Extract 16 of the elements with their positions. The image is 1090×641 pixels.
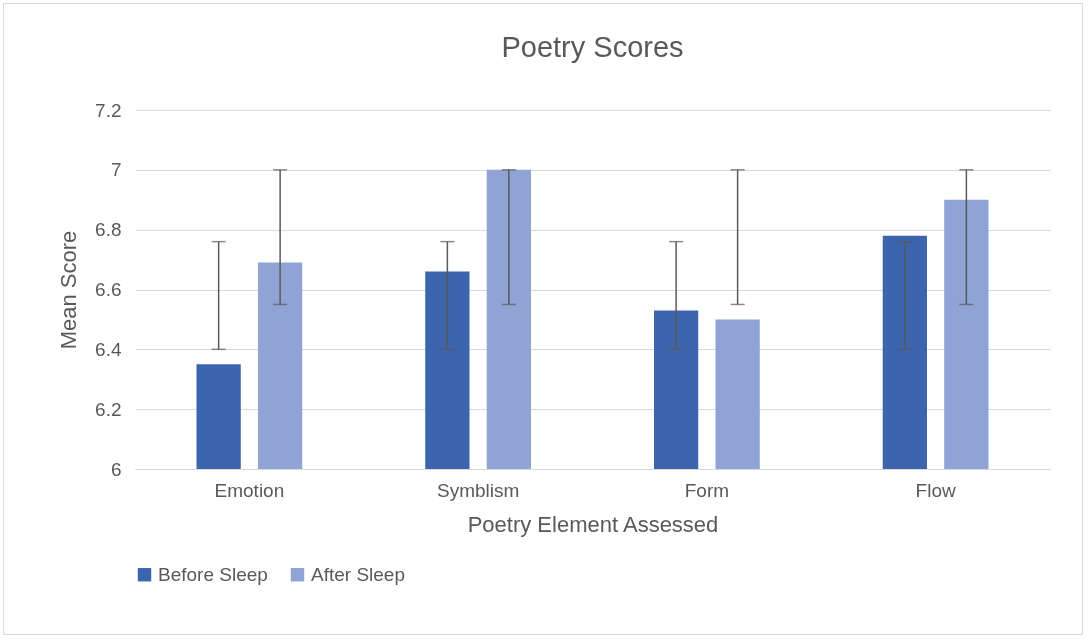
- legend-label: Before Sleep: [158, 563, 268, 585]
- y-tick-label: 6.4: [95, 338, 122, 360]
- chart-title: Poetry Scores: [501, 31, 684, 63]
- y-tick-label: 7.2: [95, 99, 122, 121]
- y-axis-title: Mean Score: [56, 230, 82, 350]
- y-tick-label: 7: [110, 159, 122, 181]
- y-tick-label: 6.6: [95, 279, 122, 300]
- x-tick-label: Flow: [915, 479, 956, 501]
- legend-label: After Sleep: [311, 563, 405, 585]
- x-axis-title: Poetry Element Assessed: [467, 511, 719, 537]
- y-tick-label: 6: [110, 458, 122, 480]
- y-tick-label: 6.2: [95, 398, 122, 420]
- y-tick-label: 6.8: [95, 219, 122, 241]
- x-tick-label: Symblism: [436, 479, 520, 501]
- x-tick-label: Form: [684, 479, 730, 501]
- x-tick-label: Emotion: [214, 479, 285, 501]
